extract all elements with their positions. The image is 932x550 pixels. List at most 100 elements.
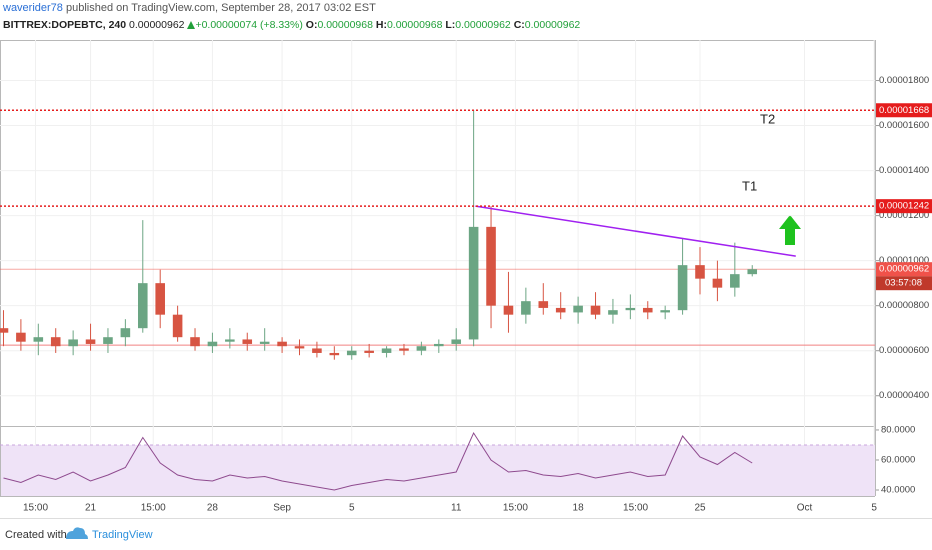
candle-body: [468, 226, 479, 340]
candle-body: [277, 341, 287, 347]
change: +0.00000074 (+8.33%): [195, 19, 303, 31]
x-tick-label: 21: [85, 503, 97, 514]
x-tick-label: 15:00: [141, 503, 166, 514]
header-line: waverider78 published on TradingView.com…: [3, 2, 376, 14]
candle-body: [155, 283, 165, 315]
x-tick-label: 28: [207, 503, 219, 514]
candle-body: [434, 343, 444, 347]
ohlc-value: 0.00000962: [524, 19, 581, 31]
countdown-box: [876, 276, 932, 291]
ohlc-key: O:: [305, 19, 318, 31]
candle-body: [416, 346, 427, 351]
y-tick-label: 0.00001800: [879, 75, 929, 86]
ohlc-value: 0.00000968: [317, 19, 373, 31]
change-arrow-shape: [187, 21, 196, 29]
candle-body: [68, 339, 78, 347]
x-tick-label: 25: [694, 503, 706, 514]
ohlc: O:0.00000968 H:0.00000968 L:0.00000962 C…: [303, 19, 580, 31]
y-tick-label: 0.00001600: [879, 120, 929, 131]
candle-body: [695, 265, 705, 279]
candle-body: [50, 337, 61, 347]
ohlc-value: 0.00000968: [386, 19, 443, 31]
logo: [66, 527, 88, 539]
rsi-line: [3, 431, 753, 491]
candle-body: [625, 307, 636, 311]
last-value: 0.00000962: [129, 19, 185, 31]
candle-body: [608, 310, 618, 315]
ohlc-key: H:: [375, 19, 387, 31]
ohlc-key: L:: [445, 19, 456, 31]
y-tick-label: 0.00000400: [879, 390, 929, 401]
footer-brand: TradingView: [92, 529, 153, 541]
candle-body: [399, 348, 409, 351]
candle-body: [364, 350, 374, 353]
level-label-box: [876, 103, 932, 118]
candle-body: [329, 352, 340, 356]
candle-body: [660, 310, 670, 313]
annotation: T1: [742, 178, 757, 193]
candle-body: [294, 346, 305, 349]
candle-body: [486, 226, 496, 306]
y-tick-label: 0.00000600: [879, 345, 929, 356]
countdown-label: 03:57:08: [885, 278, 922, 289]
candle-body: [677, 265, 688, 311]
rsi-tick-label: 80.0000: [881, 424, 915, 435]
rsi-tick-label: 60.0000: [881, 454, 915, 465]
footer-created: Created with: [5, 529, 67, 541]
logo-cloud: [66, 527, 88, 539]
price-pane: [0, 109, 875, 360]
x-tick-label: 11: [451, 503, 462, 514]
candle-body: [225, 339, 235, 342]
candle-body: [207, 341, 218, 347]
rsi-band: [1, 444, 875, 496]
y-tick-label: 0.00001000: [879, 255, 929, 266]
candle-body: [242, 339, 253, 344]
trendline: [475, 205, 796, 257]
candle-body: [103, 337, 113, 344]
candle-body: [312, 348, 322, 353]
rsi-tick-label: 40.0000: [881, 485, 915, 496]
x-tick-label: 5: [349, 503, 355, 514]
x-tick-label: Sep: [273, 503, 291, 514]
y-tick-label: 0.00001200: [879, 210, 929, 221]
x-tick-label: 15:00: [623, 503, 648, 514]
level-label: 0.00001668: [879, 105, 929, 116]
candle-body: [16, 332, 26, 342]
x-tick-label: 15:00: [23, 503, 48, 514]
candle-body: [590, 305, 601, 315]
symbol: BITTREX:DOPEBTC, 240: [3, 19, 127, 31]
level-label-box: [876, 199, 932, 214]
y-tick-label: 0.00000800: [879, 300, 929, 311]
up-arrow: [779, 215, 801, 245]
candle-body: [730, 274, 740, 288]
change-arrow: [187, 21, 196, 29]
y-tick-label: 0.00001400: [879, 165, 929, 176]
grid: [0, 40, 875, 496]
candle-body: [642, 307, 653, 313]
x-tick-label: 18: [573, 503, 585, 514]
candle-body: [451, 339, 462, 344]
candle-body: [747, 269, 758, 275]
x-tick-label: 15:00: [503, 503, 528, 514]
candle-body: [381, 348, 392, 353]
author: waverider78: [3, 2, 63, 14]
candle-body: [0, 328, 9, 333]
candle-body: [346, 350, 357, 356]
level-label: 0.00001242: [879, 201, 929, 212]
candle-body: [33, 337, 44, 342]
candle-body: [538, 301, 549, 308]
published: published on TradingView.com, September …: [65, 2, 376, 14]
annotation: T2: [760, 111, 775, 126]
x-tick-label: 5: [871, 503, 877, 514]
candle-body: [555, 307, 566, 313]
candle-body: [85, 339, 96, 344]
candle-body: [259, 341, 270, 344]
candle-body: [190, 337, 200, 347]
ohlc-key: C:: [513, 19, 525, 31]
last-price-label: 0.00000962: [879, 264, 929, 275]
candle-body: [573, 305, 583, 313]
candle-body: [120, 328, 131, 338]
candle-body: [712, 278, 723, 288]
